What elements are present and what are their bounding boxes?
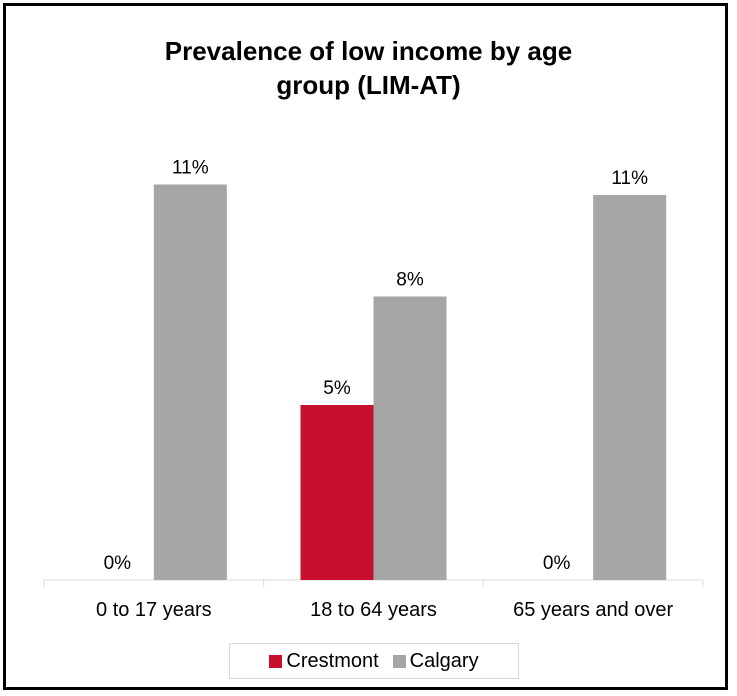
legend-label-calgary: Calgary — [409, 649, 479, 672]
chart-title-line-1: Prevalence of low income by age — [164, 36, 573, 66]
data-label-calgary-0-to-17-years: 11% — [172, 158, 209, 179]
bar-calgary-18-to-64-years — [373, 296, 447, 580]
bar-calgary-65-years-and-over — [593, 195, 667, 580]
legend-swatch-calgary — [392, 654, 406, 668]
x-tick-label-65-years-and-over: 65 years and over — [513, 599, 673, 621]
data-label-calgary-18-to-64-years: 8% — [396, 270, 424, 291]
x-tick-label-18-to-64-years: 18 to 64 years — [310, 599, 437, 621]
data-label-calgary-65-years-and-over: 11% — [611, 168, 648, 189]
chart-title: Prevalence of low income by age group (L… — [0, 34, 737, 102]
legend-item-calgary: Calgary — [392, 649, 479, 673]
data-label-crestmont-18-to-64-years: 5% — [323, 378, 351, 399]
data-label-crestmont-0-to-17-years: 0% — [104, 553, 132, 574]
legend-swatch-crestmont — [269, 654, 283, 668]
x-tick-label-0-to-17-years: 0 to 17 years — [96, 599, 212, 621]
legend-label-crestmont: Crestmont — [286, 649, 379, 672]
legend-item-crestmont: Crestmont — [269, 649, 379, 673]
bar-crestmont-18-to-64-years — [300, 405, 374, 580]
data-label-crestmont-65-years-and-over: 0% — [543, 553, 571, 574]
chart-title-line-2: group (LIM-AT) — [276, 70, 461, 100]
bar-calgary-0-to-17-years — [153, 184, 227, 580]
legend: Crestmont Calgary — [229, 643, 519, 679]
